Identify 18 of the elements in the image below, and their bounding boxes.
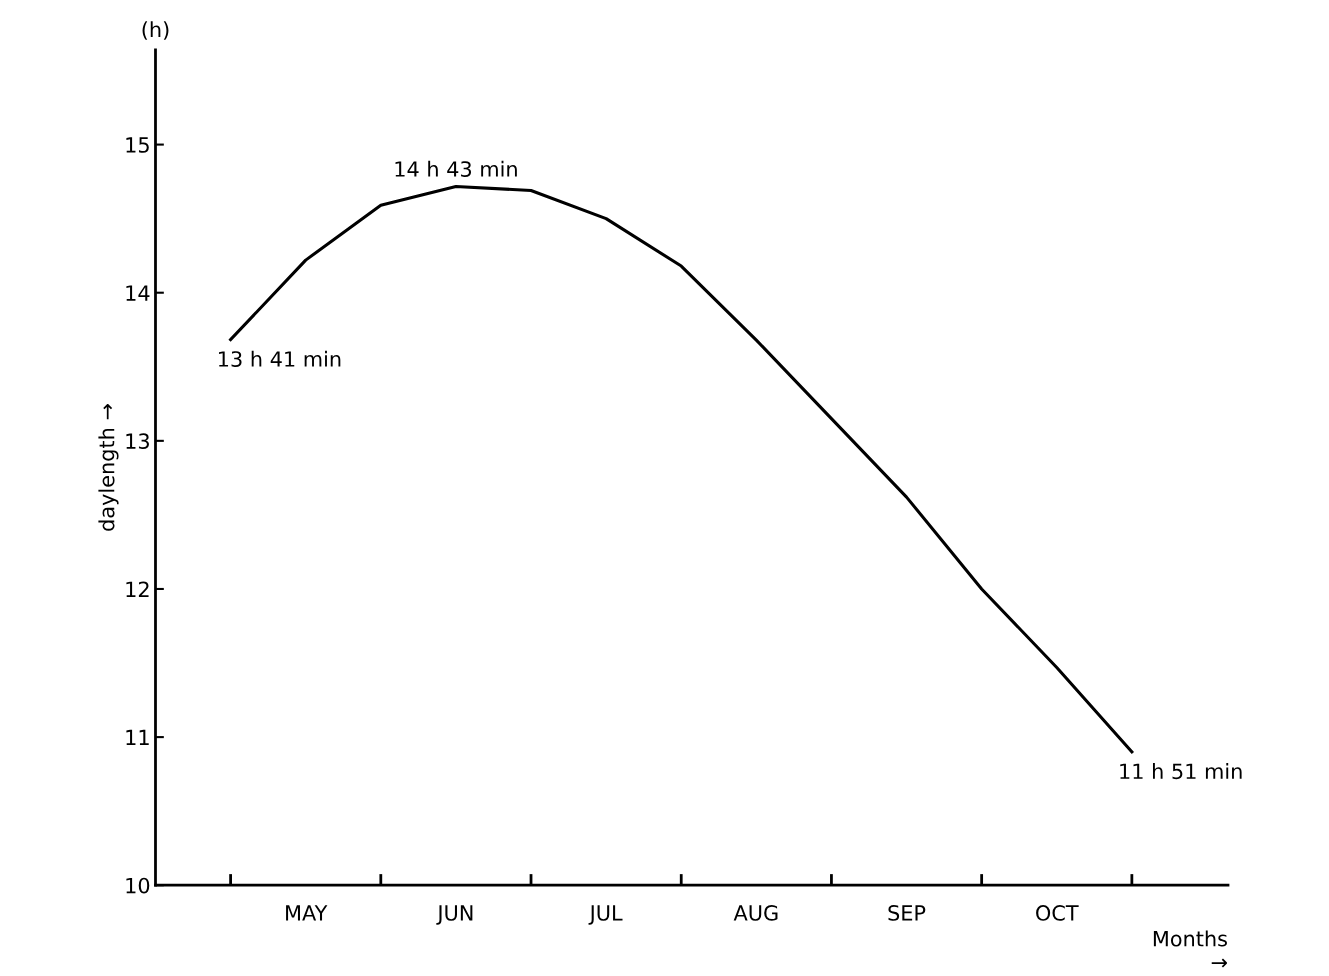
annotation: 13 h 41 min — [219, 350, 341, 367]
x-tick-label: MAY — [286, 905, 328, 921]
y-tick-label: 10 — [126, 877, 150, 894]
annotation: 14 h 43 min — [395, 160, 517, 177]
x-tick-label: OCT — [1036, 905, 1079, 921]
y-tick-label: 11 — [126, 729, 149, 746]
x-tick-label: JUL — [588, 905, 623, 925]
y-tick-label: 12 — [126, 581, 149, 597]
x-tick-label: SEP — [888, 905, 926, 921]
y-axis-title: daylength → — [98, 404, 119, 531]
text: (h) — [142, 21, 169, 40]
x-axis-title: Months → — [1153, 930, 1227, 968]
y-tick-label: 15 — [126, 137, 149, 153]
x-tick-label: AUG — [733, 905, 778, 921]
y-tick-label: 13 — [126, 433, 149, 450]
y-tick-label: 14 — [126, 285, 150, 301]
annotation: 11 h 51 min — [1120, 763, 1242, 780]
x-tick-label: JUN — [436, 905, 473, 925]
